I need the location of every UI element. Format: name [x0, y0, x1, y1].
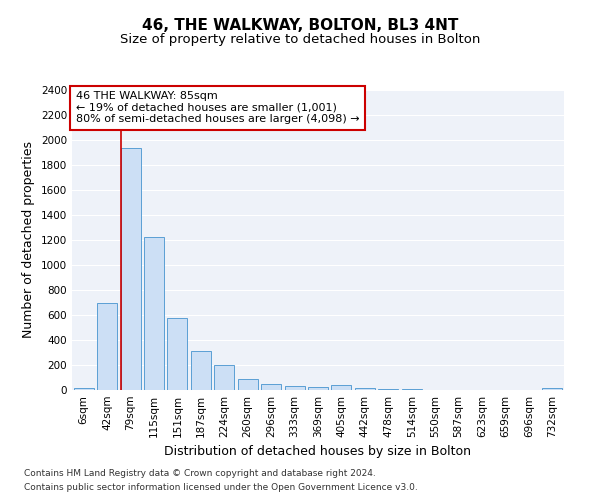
Bar [144, 237, 164, 390]
Bar [308, 387, 328, 390]
Bar [379, 388, 398, 390]
Bar [121, 148, 140, 390]
X-axis label: Distribution of detached houses by size in Bolton: Distribution of detached houses by size … [164, 446, 472, 458]
Bar [355, 388, 375, 390]
Text: Contains HM Land Registry data © Crown copyright and database right 2024.: Contains HM Land Registry data © Crown c… [24, 468, 376, 477]
Bar [331, 385, 352, 390]
Text: Size of property relative to detached houses in Bolton: Size of property relative to detached ho… [120, 32, 480, 46]
Text: 46, THE WALKWAY, BOLTON, BL3 4NT: 46, THE WALKWAY, BOLTON, BL3 4NT [142, 18, 458, 32]
Bar [284, 386, 305, 390]
Bar [167, 318, 187, 390]
Text: 46 THE WALKWAY: 85sqm
← 19% of detached houses are smaller (1,001)
80% of semi-d: 46 THE WALKWAY: 85sqm ← 19% of detached … [76, 91, 359, 124]
Bar [74, 388, 94, 390]
Text: Contains public sector information licensed under the Open Government Licence v3: Contains public sector information licen… [24, 484, 418, 492]
Bar [97, 302, 117, 390]
Bar [261, 384, 281, 390]
Bar [191, 351, 211, 390]
Bar [238, 380, 257, 390]
Bar [542, 388, 562, 390]
Bar [214, 365, 234, 390]
Y-axis label: Number of detached properties: Number of detached properties [22, 142, 35, 338]
